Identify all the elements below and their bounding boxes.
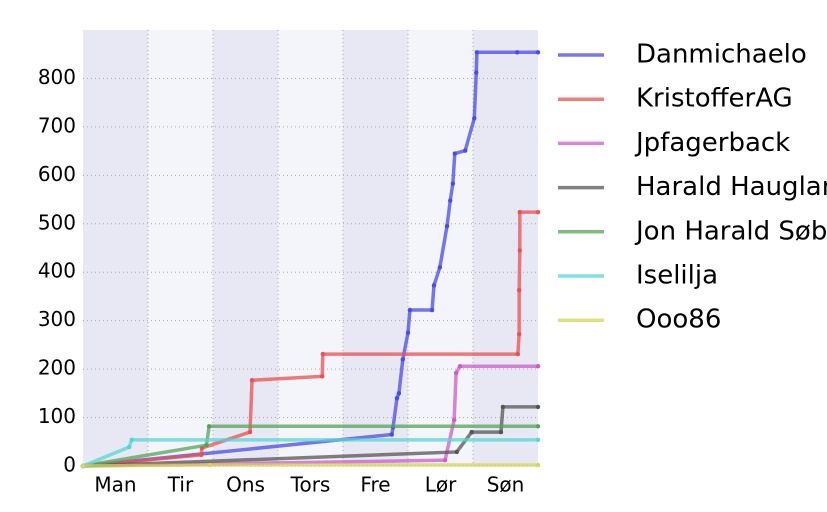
y-tick-label: 0: [63, 453, 76, 477]
day-band: [473, 30, 538, 466]
x-tick-label: Lør: [425, 473, 457, 497]
data-point: [535, 424, 541, 429]
data-point: [451, 417, 457, 423]
data-point: [535, 437, 541, 443]
data-point: [474, 70, 479, 75]
y-tick-label: 800: [38, 65, 76, 89]
data-point: [517, 209, 522, 215]
legend-label: Iselilja: [636, 261, 718, 291]
data-point: [320, 351, 326, 357]
data-point: [444, 224, 450, 229]
x-tick-label: Tir: [167, 473, 194, 497]
y-tick-label: 700: [38, 113, 76, 137]
data-point: [437, 265, 443, 270]
series-line: [82, 424, 538, 468]
data-point: [498, 429, 504, 435]
data-point: [207, 462, 212, 468]
y-tick-label: 300: [38, 307, 76, 331]
data-point: [442, 457, 448, 463]
data-point: [535, 50, 541, 55]
data-point: [249, 378, 255, 383]
data-point: [199, 452, 204, 458]
data-point: [515, 50, 520, 55]
data-point: [535, 209, 541, 215]
day-band: [83, 30, 148, 466]
y-tick-label: 500: [38, 210, 76, 234]
x-tick-label: Søn: [487, 473, 525, 497]
day-band: [408, 30, 473, 466]
data-point: [452, 151, 457, 156]
data-point: [463, 148, 468, 153]
data-point: [500, 404, 506, 410]
series-line: [82, 438, 538, 468]
data-point: [535, 462, 541, 468]
data-point: [457, 364, 463, 369]
data-point: [80, 463, 86, 469]
data-point: [516, 332, 522, 337]
legend-label: KristofferAG: [636, 84, 793, 114]
legend-label: Jpfagerback: [634, 128, 790, 158]
x-tick-label: Fre: [360, 473, 390, 497]
data-point: [453, 370, 459, 376]
data-point: [516, 287, 522, 293]
series-line: [82, 463, 538, 468]
legend-label: Jon Harald Søby: [634, 216, 827, 246]
legend-label: Ooo86: [636, 305, 721, 335]
data-point: [407, 307, 413, 313]
x-tick-label: Tors: [290, 473, 331, 497]
data-point: [472, 115, 477, 121]
data-point: [389, 432, 394, 437]
day-band: [213, 30, 278, 466]
data-point: [515, 351, 521, 357]
data-point: [204, 442, 209, 448]
data-point: [450, 181, 456, 186]
series-line: [82, 405, 538, 468]
data-point: [396, 391, 402, 396]
x-tick-label: Man: [94, 473, 136, 497]
y-tick-label: 400: [38, 259, 76, 283]
data-point: [454, 449, 459, 455]
day-band: [148, 30, 213, 466]
day-band: [278, 30, 343, 466]
x-tick-label: Ons: [226, 473, 265, 497]
data-point: [517, 248, 522, 253]
y-tick-label: 200: [38, 356, 76, 380]
data-point: [429, 307, 435, 313]
data-point: [535, 364, 541, 369]
data-point: [535, 404, 541, 410]
data-point: [400, 357, 405, 362]
data-point: [448, 198, 453, 203]
data-point: [431, 283, 437, 288]
y-tick-label: 100: [38, 404, 76, 428]
data-point: [129, 437, 134, 443]
data-point: [247, 429, 253, 435]
legend-label: Danmichaelo: [636, 40, 807, 70]
data-point: [126, 444, 132, 450]
data-point: [474, 50, 480, 55]
series-line: [82, 364, 538, 468]
data-point: [320, 374, 325, 379]
data-point: [394, 395, 400, 401]
y-tick-label: 600: [38, 162, 76, 186]
legend-label: Harald Haugland: [636, 172, 827, 202]
data-point: [469, 429, 474, 435]
data-point: [206, 424, 212, 429]
data-point: [405, 330, 411, 335]
